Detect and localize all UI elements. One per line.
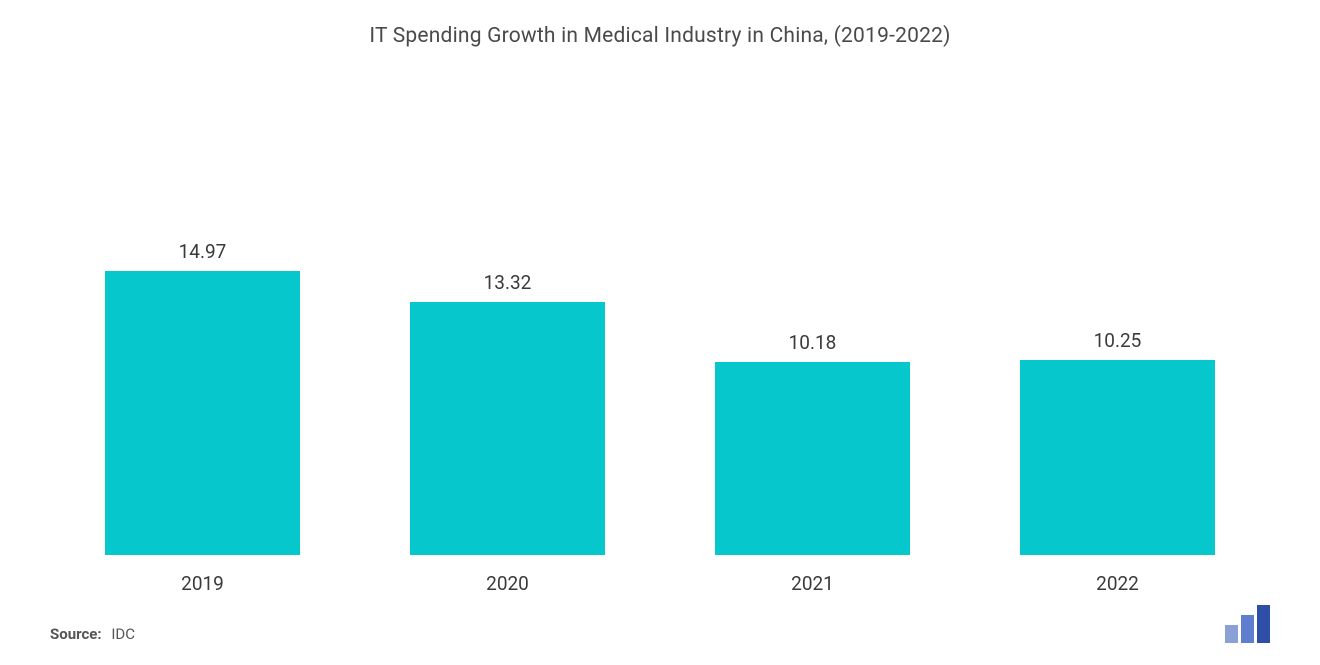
logo-bar-2 (1241, 615, 1254, 643)
bar-value-label: 10.25 (1094, 329, 1142, 352)
logo-bar-1 (1225, 625, 1238, 643)
source-label: Source: (50, 625, 102, 643)
bars-wrap: 14.97 13.32 10.18 10.25 (50, 88, 1270, 555)
bar-2022 (1020, 360, 1215, 555)
chart-container: IT Spending Growth in Medical Industry i… (0, 0, 1320, 665)
x-axis-labels: 2019 2020 2021 2022 (50, 572, 1270, 595)
bar-group-2019: 14.97 (93, 240, 313, 555)
source-line: Source: IDC (50, 625, 135, 643)
bar-group-2021: 10.18 (703, 331, 923, 555)
logo-bar-3 (1257, 605, 1270, 643)
x-label-2021: 2021 (703, 572, 923, 595)
chart-plot-area: 14.97 13.32 10.18 10.25 2019 2020 2021 2… (50, 48, 1270, 665)
bar-group-2022: 10.25 (1008, 329, 1228, 555)
x-label-2019: 2019 (93, 572, 313, 595)
x-label-2022: 2022 (1008, 572, 1228, 595)
chart-footer: Source: IDC (50, 605, 1270, 643)
bar-value-label: 14.97 (179, 240, 227, 263)
chart-title: IT Spending Growth in Medical Industry i… (0, 0, 1320, 48)
bar-group-2020: 13.32 (398, 271, 618, 555)
mordor-logo-icon (1225, 605, 1270, 643)
bar-2021 (715, 362, 910, 555)
bar-value-label: 10.18 (789, 331, 837, 354)
bar-2019 (105, 271, 300, 555)
x-label-2020: 2020 (398, 572, 618, 595)
bar-value-label: 13.32 (484, 271, 532, 294)
source-value: IDC (111, 625, 135, 643)
bar-2020 (410, 302, 605, 555)
